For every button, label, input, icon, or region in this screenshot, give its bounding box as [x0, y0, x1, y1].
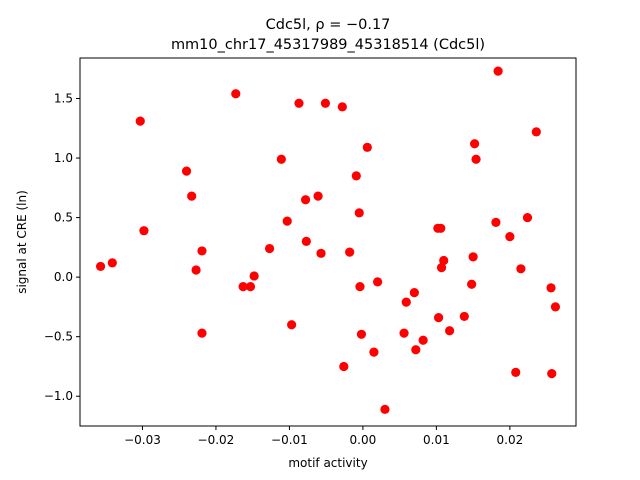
y-tick-label: 0.0	[54, 270, 73, 284]
scatter-point	[249, 271, 259, 281]
scatter-point	[282, 216, 292, 226]
y-tick-label: −0.5	[44, 330, 73, 344]
scatter-point	[301, 236, 311, 247]
scatter-point	[351, 171, 361, 181]
scatter-point	[191, 265, 201, 275]
scatter-point	[505, 232, 515, 242]
scatter-point	[320, 98, 331, 108]
scatter-point	[339, 361, 349, 372]
chart-title-line1: Cdc5l, ρ = −0.17	[266, 17, 391, 33]
scatter-point	[436, 263, 447, 273]
scatter-point	[418, 335, 428, 345]
scatter-point	[355, 282, 365, 292]
scatter-point	[522, 212, 533, 223]
y-axis-label: signal at CRE (ln)	[15, 190, 29, 294]
scatter-point	[468, 252, 478, 262]
scatter-point	[436, 223, 446, 233]
y-axis-ticks: −1.0 −0.5 0.0 0.5 1.0 1.5	[44, 91, 80, 403]
scatter-point	[345, 247, 355, 257]
scatter-point	[409, 288, 419, 298]
scatter-point	[337, 102, 347, 112]
scatter-point	[187, 191, 197, 201]
scatter-point	[439, 255, 449, 266]
scatter-point	[493, 66, 503, 76]
scatter-point	[287, 320, 297, 330]
scatter-point	[369, 347, 379, 357]
scatter-point	[135, 116, 145, 126]
scatter-point	[245, 282, 256, 292]
scatter-point	[107, 258, 117, 268]
scatter-point	[546, 283, 556, 293]
scatter-point	[511, 367, 521, 378]
scatter-point	[399, 328, 409, 338]
scatter-point	[197, 328, 207, 338]
scatter-point	[356, 329, 367, 339]
plot-frame	[79, 57, 577, 427]
x-tick-label: 0.01	[423, 433, 450, 447]
scatter-point	[550, 302, 561, 312]
scatter-point	[471, 154, 481, 164]
scatter-point	[380, 404, 390, 414]
x-tick-label: 0.02	[497, 433, 524, 447]
scatter-point	[547, 368, 557, 379]
chart-title-line2: mm10_chr17_45317989_45318514 (Cdc5l)	[171, 37, 485, 53]
scatter-point	[433, 313, 444, 323]
scatter-point	[313, 191, 323, 201]
scatter-point	[139, 226, 149, 236]
scatter-point	[264, 243, 275, 254]
x-tick-label: 0.00	[350, 433, 377, 447]
scatter-point	[181, 166, 192, 176]
scatter-point	[95, 261, 106, 272]
scatter-point	[362, 142, 372, 152]
x-tick-label: −0.03	[124, 433, 161, 447]
scatter-point	[459, 311, 469, 322]
x-tick-label: −0.02	[198, 433, 235, 447]
scatter-point	[354, 208, 364, 218]
scatter-point	[469, 139, 480, 149]
scatter-point	[445, 326, 455, 336]
data-points	[95, 66, 561, 414]
scatter-point	[300, 195, 311, 205]
scatter-point	[411, 345, 421, 355]
y-tick-label: 1.0	[54, 151, 73, 165]
y-tick-label: 0.5	[54, 211, 73, 225]
scatter-point	[516, 264, 526, 274]
x-tick-label: −0.01	[271, 433, 308, 447]
scatter-point	[276, 154, 286, 164]
scatter-point	[231, 89, 241, 99]
y-tick-label: 1.5	[54, 91, 73, 105]
scatter-point	[197, 246, 207, 256]
scatter-point	[294, 98, 304, 108]
scatter-point	[491, 217, 501, 227]
x-axis-label: motif activity	[288, 456, 367, 470]
x-axis-ticks: −0.03 −0.02 −0.01 0.00 0.01 0.02	[124, 426, 523, 447]
scatter-point	[373, 277, 383, 287]
y-tick-label: −1.0	[44, 389, 73, 403]
scatter-point	[531, 127, 541, 137]
scatter-point	[238, 282, 248, 292]
scatter-point	[401, 297, 411, 307]
scatter-point	[316, 248, 326, 258]
scatter-point	[467, 279, 477, 289]
